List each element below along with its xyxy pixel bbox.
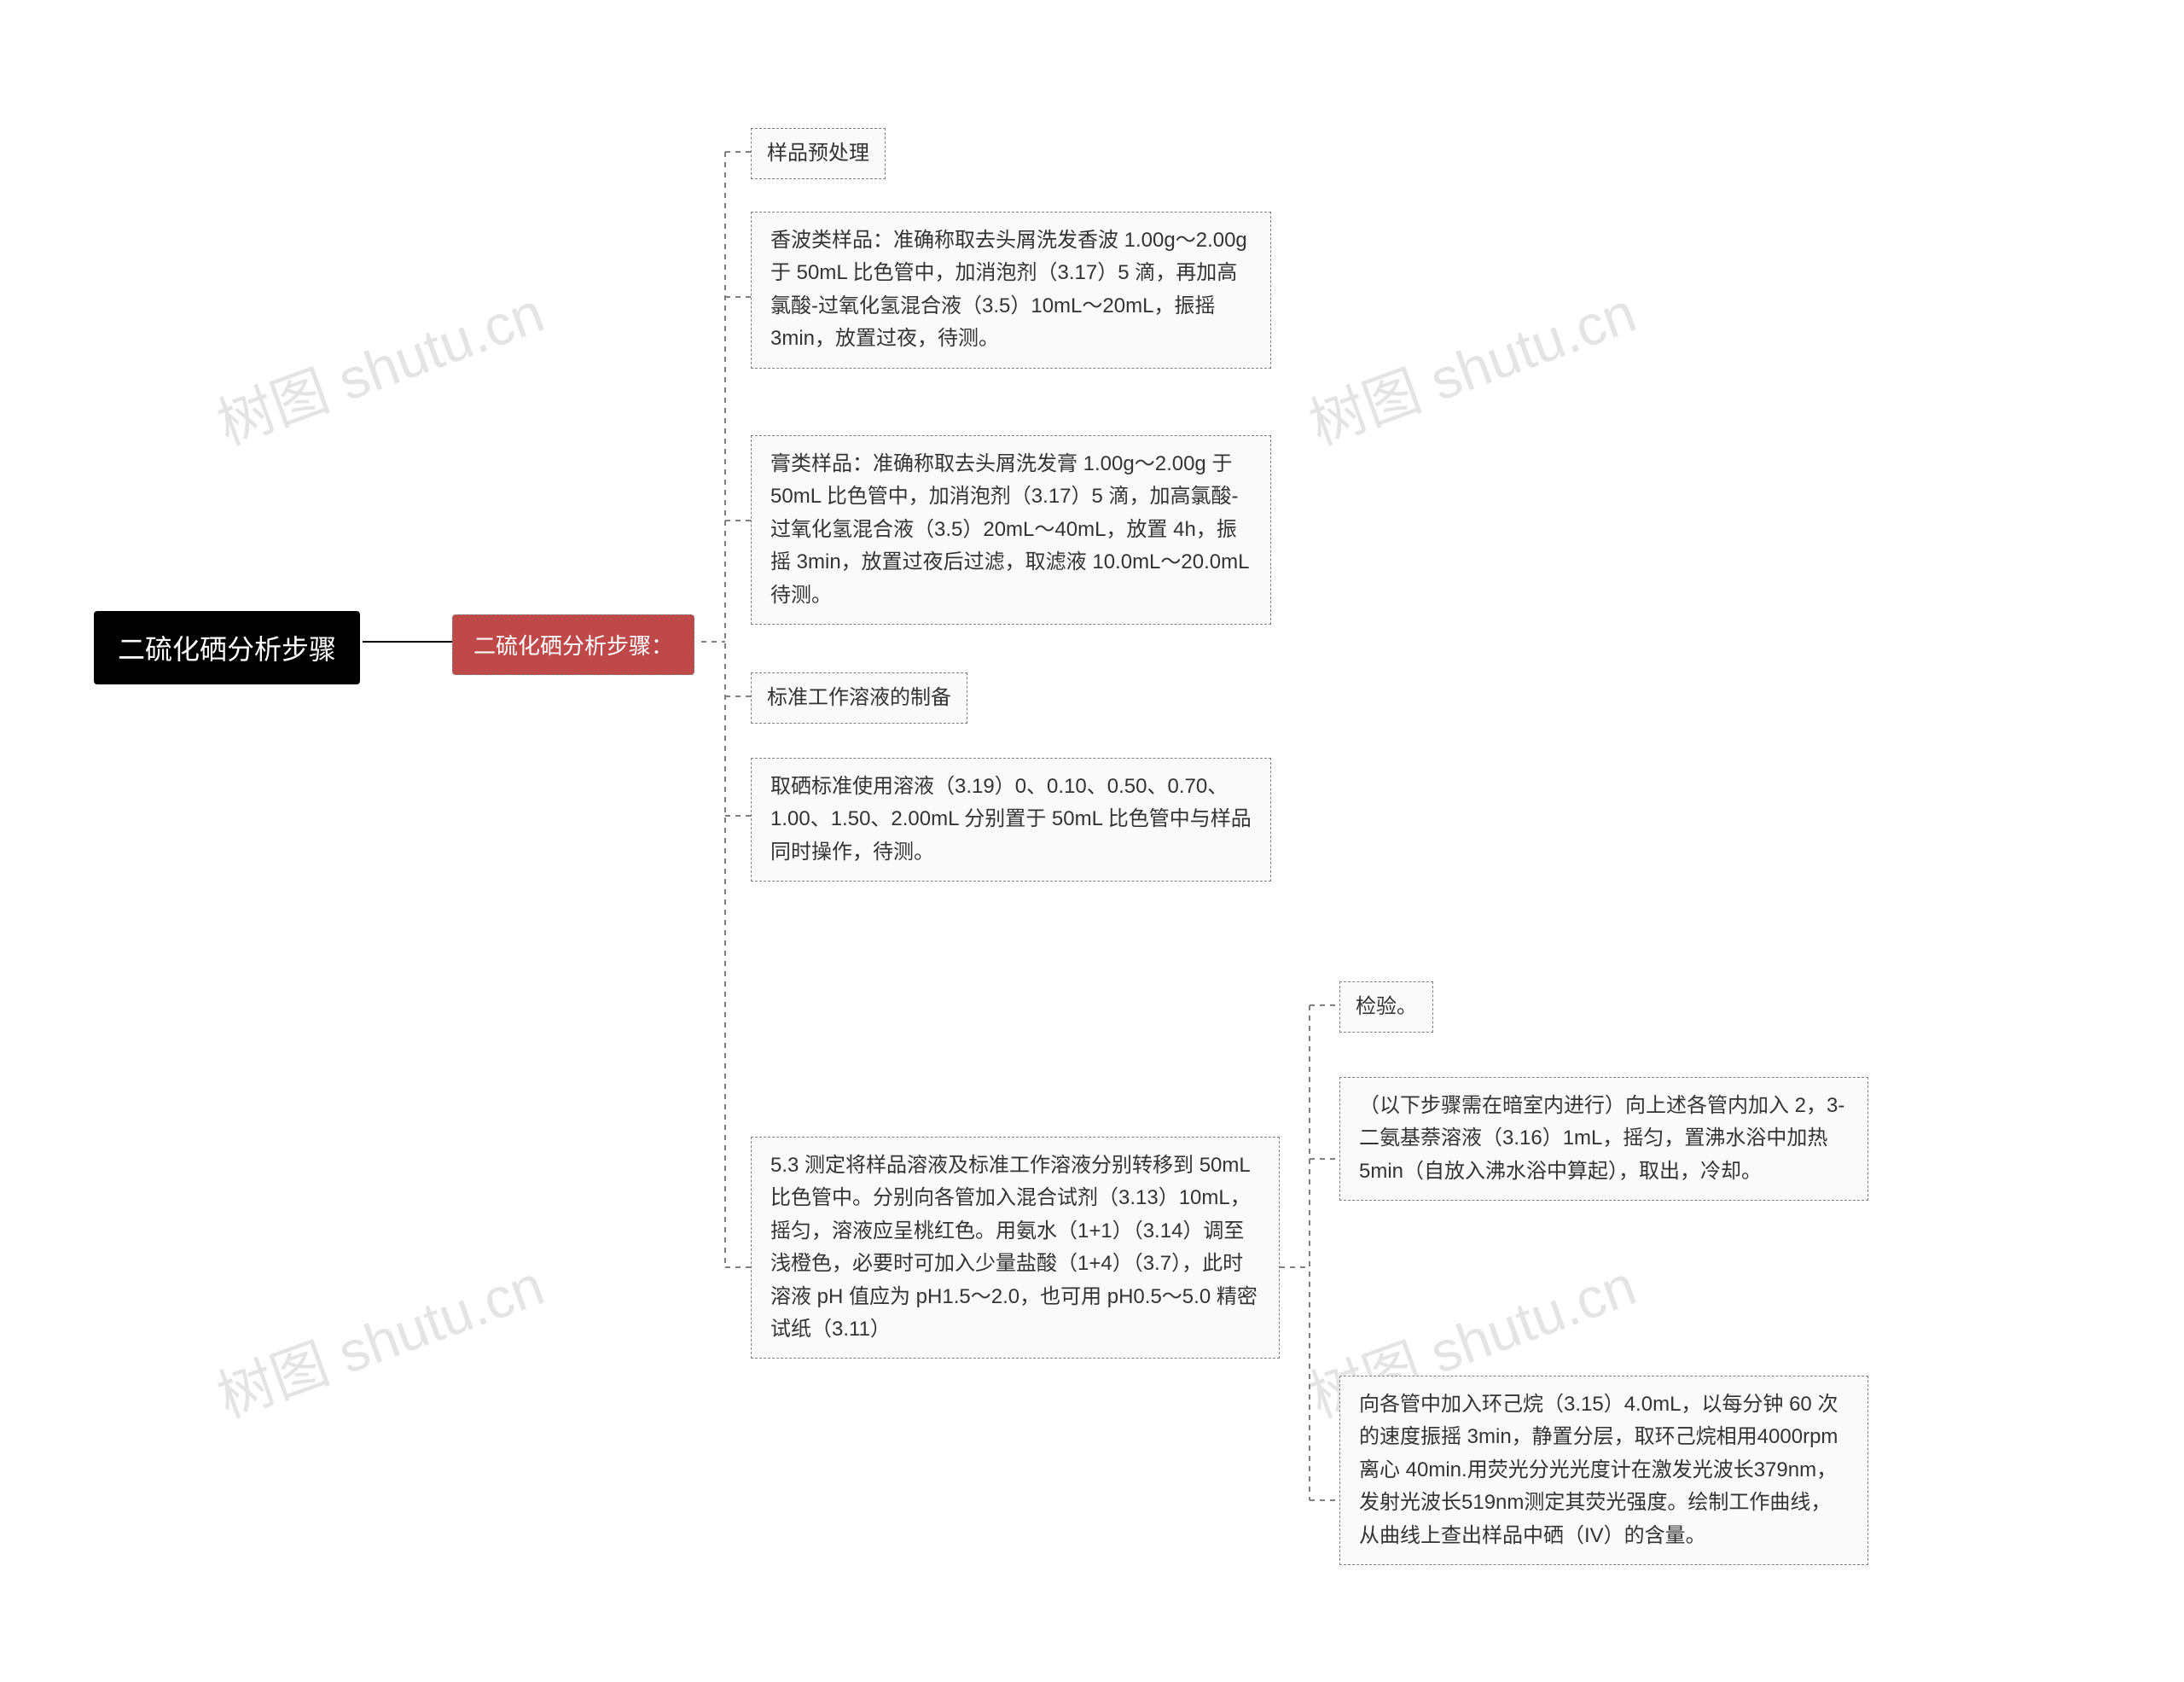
node-shampoo-sample[interactable]: 香波类样品：准确称取去头屑洗发香波 1.00g～2.00g 于 50mL 比色管… — [751, 212, 1271, 369]
node-standard-prep[interactable]: 标准工作溶液的制备 — [751, 672, 967, 724]
mindmap-canvas: 树图 shutu.cn 树图 shutu.cn 树图 shutu.cn 树图 s… — [0, 0, 2184, 1682]
node-darkroom[interactable]: （以下步骤需在暗室内进行）向上述各管内加入 2，3-二氨基萘溶液（3.16）1m… — [1339, 1077, 1868, 1201]
watermark: 树图 shutu.cn — [1297, 267, 1646, 461]
root-node[interactable]: 二硫化硒分析步骤 — [94, 611, 360, 684]
watermark: 树图 shutu.cn — [205, 1240, 554, 1434]
node-se-standard[interactable]: 取硒标准使用溶液（3.19）0、0.10、0.50、0.70、1.00、1.50… — [751, 758, 1271, 882]
watermark: 树图 shutu.cn — [205, 267, 554, 461]
node-sample-prep[interactable]: 样品预处理 — [751, 128, 886, 179]
node-measurement[interactable]: 5.3 测定将样品溶液及标准工作溶液分别转移到 50mL 比色管中。分别向各管加… — [751, 1137, 1280, 1359]
node-paste-sample[interactable]: 膏类样品：准确称取去头屑洗发膏 1.00g～2.00g 于 50mL 比色管中，… — [751, 435, 1271, 625]
node-verify[interactable]: 检验。 — [1339, 981, 1433, 1033]
accent-node[interactable]: 二硫化硒分析步骤： — [452, 614, 694, 675]
node-cyclohexane[interactable]: 向各管中加入环己烷（3.15）4.0mL，以每分钟 60 次的速度振摇 3min… — [1339, 1376, 1868, 1565]
